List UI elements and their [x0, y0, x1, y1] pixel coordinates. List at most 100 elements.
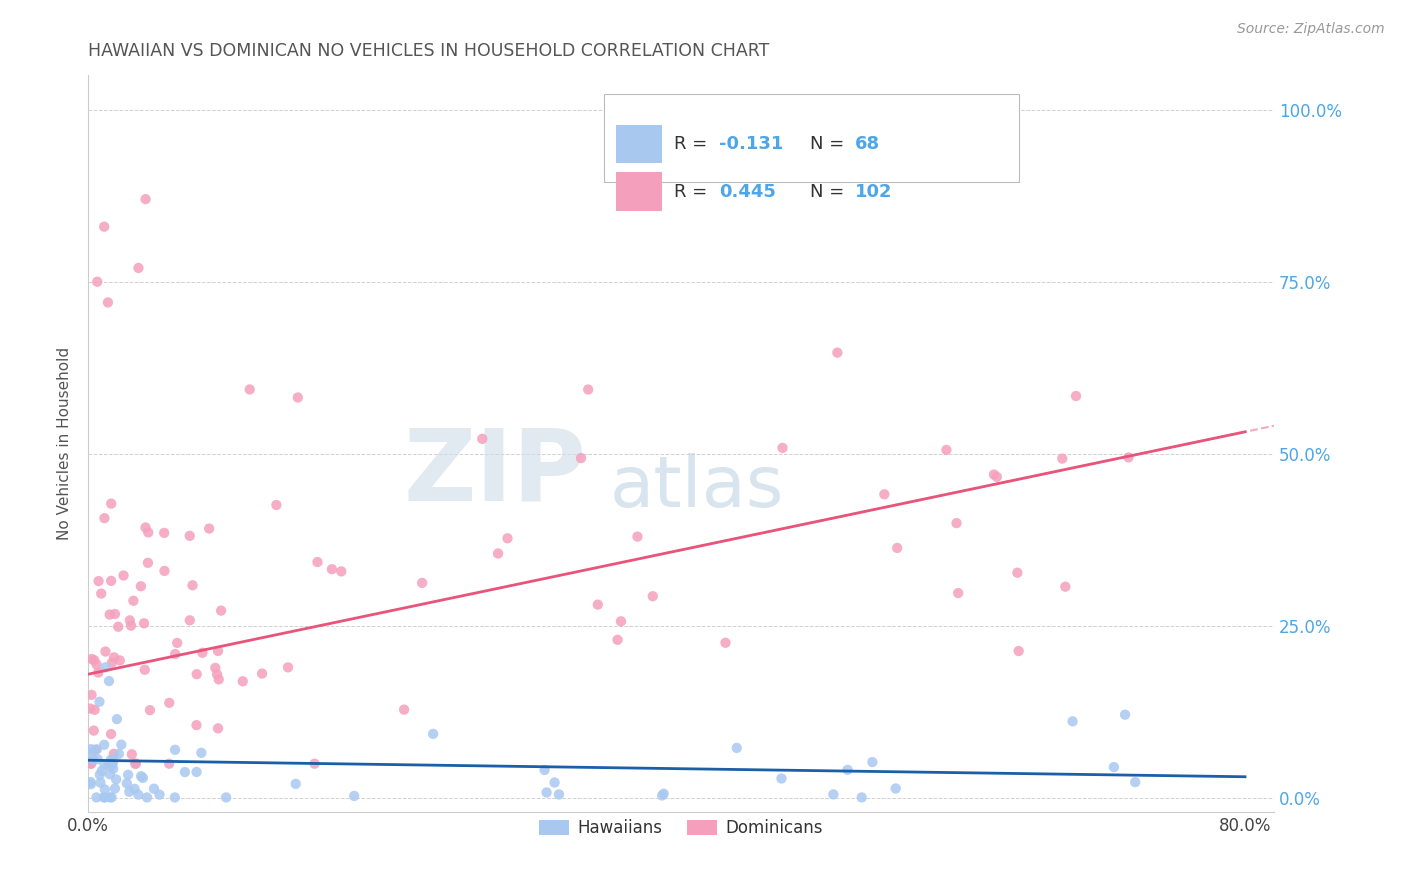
Point: [1062, 714, 1084, 729]
Point: [94, 782, 117, 797]
Point: [204, 661, 226, 675]
Point: [132, 616, 155, 631]
Point: [198, 522, 221, 536]
FancyBboxPatch shape: [616, 172, 662, 211]
Point: [946, 586, 969, 600]
Point: [105, 712, 128, 726]
Point: [548, 788, 571, 802]
Point: [93, 219, 115, 234]
FancyBboxPatch shape: [605, 94, 1019, 182]
Point: [1114, 707, 1136, 722]
Point: [174, 765, 197, 780]
FancyBboxPatch shape: [616, 125, 662, 163]
Point: [100, 497, 122, 511]
Point: [208, 673, 231, 687]
Point: [321, 562, 343, 576]
Point: [79, 775, 101, 789]
Point: [86, 275, 108, 289]
Point: [108, 653, 131, 667]
Point: [129, 769, 152, 783]
Point: [83, 653, 105, 667]
Text: atlas: atlas: [610, 453, 785, 522]
Point: [945, 516, 967, 530]
Point: [1008, 644, 1031, 658]
Y-axis label: No Vehicles in Household: No Vehicles in Household: [58, 347, 72, 540]
Point: [714, 636, 737, 650]
Point: [118, 785, 141, 799]
Point: [89, 768, 111, 782]
Point: [392, 703, 415, 717]
Point: [986, 470, 1008, 484]
Point: [1123, 775, 1146, 789]
Point: [87, 574, 110, 588]
Point: [97, 295, 120, 310]
Point: [120, 618, 142, 632]
Point: [651, 789, 673, 803]
Point: [330, 565, 353, 579]
Point: [186, 718, 208, 732]
Point: [139, 703, 162, 717]
Point: [179, 529, 201, 543]
Point: [83, 723, 105, 738]
Legend: Hawaiians, Dominicans: Hawaiians, Dominicans: [533, 813, 830, 844]
Point: [80, 756, 103, 771]
Point: [215, 790, 238, 805]
Point: [536, 785, 558, 799]
Point: [93, 511, 115, 525]
Point: [129, 579, 152, 593]
Point: [100, 790, 122, 805]
Point: [190, 746, 212, 760]
Point: [90, 764, 112, 778]
Point: [127, 788, 149, 802]
Point: [860, 755, 883, 769]
Point: [533, 763, 555, 777]
Text: R =: R =: [673, 183, 713, 201]
Point: [163, 743, 186, 757]
Text: 0.445: 0.445: [718, 183, 776, 201]
Point: [153, 564, 176, 578]
Point: [239, 383, 262, 397]
Point: [569, 451, 592, 466]
Text: R =: R =: [673, 135, 713, 153]
Point: [132, 771, 155, 785]
Point: [110, 738, 132, 752]
Point: [80, 652, 103, 666]
Point: [108, 747, 131, 761]
Point: [97, 756, 120, 771]
Text: N =: N =: [810, 183, 851, 201]
Point: [205, 667, 228, 681]
Point: [884, 781, 907, 796]
Point: [153, 525, 176, 540]
Point: [90, 586, 112, 600]
Point: [98, 790, 121, 805]
Point: [94, 790, 117, 805]
Point: [105, 772, 128, 787]
Point: [84, 743, 107, 757]
Point: [100, 574, 122, 588]
Point: [157, 696, 180, 710]
Point: [471, 432, 494, 446]
Point: [134, 663, 156, 677]
Point: [122, 594, 145, 608]
Point: [142, 781, 165, 796]
Point: [543, 775, 565, 789]
Point: [935, 442, 957, 457]
Point: [284, 777, 307, 791]
Point: [1102, 760, 1125, 774]
Point: [121, 747, 143, 762]
Point: [136, 790, 159, 805]
Point: [626, 530, 648, 544]
Point: [98, 758, 121, 772]
Point: [86, 752, 108, 766]
Point: [136, 525, 159, 540]
Point: [886, 541, 908, 555]
Point: [725, 740, 748, 755]
Point: [103, 754, 125, 768]
Text: N =: N =: [810, 135, 851, 153]
Point: [101, 756, 124, 771]
Point: [148, 788, 170, 802]
Text: Source: ZipAtlas.com: Source: ZipAtlas.com: [1237, 22, 1385, 37]
Point: [1064, 389, 1087, 403]
Point: [103, 650, 125, 665]
Point: [82, 753, 104, 767]
